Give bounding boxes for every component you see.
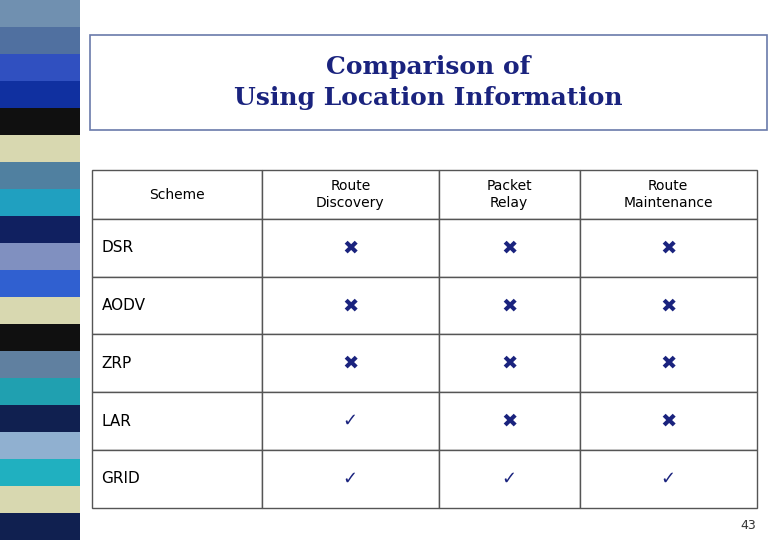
Text: ✖: ✖ [660,238,676,258]
Text: ✓: ✓ [502,470,517,488]
Text: ✓: ✓ [342,470,358,488]
Text: ✖: ✖ [501,411,517,430]
Text: ✖: ✖ [342,354,359,373]
Text: Packet
Relay: Packet Relay [487,179,532,210]
Text: ✓: ✓ [342,412,358,430]
Text: ✖: ✖ [342,296,359,315]
Text: ✖: ✖ [660,354,676,373]
Text: AODV: AODV [101,298,145,313]
Text: Route
Maintenance: Route Maintenance [623,179,713,210]
Text: LAR: LAR [101,414,131,429]
Text: ✓: ✓ [661,470,675,488]
Text: DSR: DSR [101,240,133,255]
Text: ZRP: ZRP [101,356,132,371]
Text: ✖: ✖ [501,296,517,315]
Text: ✖: ✖ [660,296,676,315]
Text: ✖: ✖ [342,238,359,258]
Text: GRID: GRID [101,471,140,486]
Text: ✖: ✖ [660,411,676,430]
Text: ✖: ✖ [501,354,517,373]
Text: Comparison of
Using Location Information: Comparison of Using Location Information [234,55,622,110]
Text: 43: 43 [741,519,757,532]
Text: ✖: ✖ [501,238,517,258]
Text: Route
Discovery: Route Discovery [316,179,385,210]
Text: Scheme: Scheme [149,187,204,201]
